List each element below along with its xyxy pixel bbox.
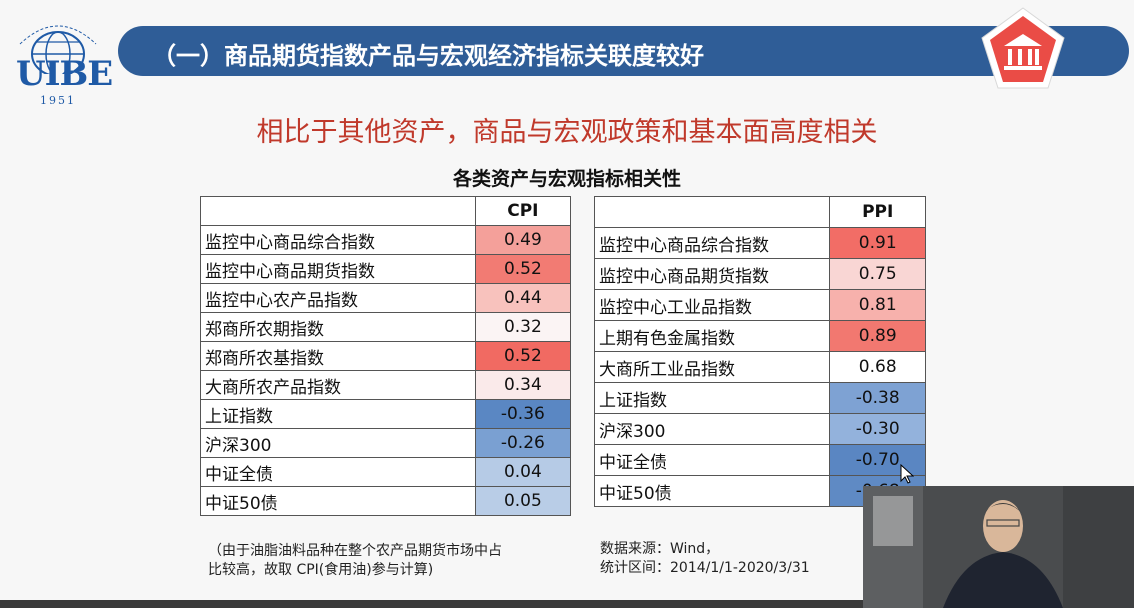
note-left-line: 比较高，故取 CPI(食用油)参与计算) — [208, 562, 434, 578]
asset-name-cell: 上期有色金属指数 — [593, 320, 831, 352]
correlation-value-cell: -0.36 — [474, 399, 572, 429]
presenter-video-icon — [863, 486, 1134, 608]
period-line: 统计区间：2014/1/1-2020/3/31 — [600, 560, 810, 576]
asset-name-cell: 沪深300 — [593, 413, 831, 445]
table-header-blank — [200, 196, 476, 226]
asset-name-cell: 监控中心农产品指数 — [200, 283, 476, 313]
slide-title: （一）商品期货指数产品与宏观经济指标关联度较好 — [152, 42, 704, 70]
correlation-value-cell: -0.38 — [829, 382, 926, 414]
correlation-value-cell: 0.89 — [829, 320, 926, 352]
correlation-value-cell: 0.81 — [829, 289, 926, 321]
cpi-table: CPI 监控中心商品综合指数 0.49 监控中心商品期货指数 0.52 监控中心农产品指… — [200, 196, 572, 516]
table-row: 大商所工业品指数 0.68 — [593, 351, 926, 383]
table-row: 上期有色金属指数 0.89 — [593, 320, 926, 352]
correlation-value-cell: 0.05 — [474, 486, 572, 516]
table-row: 监控中心商品期货指数 0.75 — [593, 258, 926, 290]
subtitle: 相比于其他资产，商品与宏观政策和基本面高度相关 — [256, 117, 878, 148]
asset-name-cell: 中证全债 — [200, 457, 476, 487]
ppi-table: PPI 监控中心商品综合指数 0.91 监控中心商品期货指数 0.75 监控中心工业品指… — [593, 196, 926, 507]
table-row: 郑商所农期指数 0.32 — [200, 312, 572, 342]
table-row: 监控中心商品综合指数 0.49 — [200, 225, 572, 255]
asset-name-cell: 监控中心商品综合指数 — [200, 225, 476, 255]
table-row: 监控中心农产品指数 0.44 — [200, 283, 572, 313]
table-row: 郑商所农基指数 0.52 — [200, 341, 572, 371]
asset-name-cell: 上证指数 — [200, 399, 476, 429]
table-row: 大商所农产品指数 0.34 — [200, 370, 572, 400]
asset-name-cell: 大商所农产品指数 — [200, 370, 476, 400]
webcam-video — [863, 486, 1134, 608]
correlation-value-cell: 0.32 — [474, 312, 572, 342]
ppi-header: PPI — [829, 196, 926, 228]
table-row: 监控中心工业品指数 0.81 — [593, 289, 926, 321]
correlation-value-cell: 0.04 — [474, 457, 572, 487]
cpi-header: CPI — [474, 196, 572, 226]
table-title: 各类资产与宏观指标相关性 — [452, 168, 681, 190]
correlation-value-cell: -0.30 — [829, 413, 926, 445]
correlation-value-cell: 0.44 — [474, 283, 572, 313]
correlation-value-cell: 0.75 — [829, 258, 926, 290]
correlation-value-cell: 0.91 — [829, 227, 926, 259]
note-left: （由于油脂油料品种在整个农产品期货市场中占 比较高，故取 CPI(食用油)参与计… — [208, 542, 502, 580]
asset-name-cell: 监控中心商品综合指数 — [593, 227, 831, 259]
mouse-cursor-icon — [900, 464, 914, 484]
asset-name-cell: 郑商所农期指数 — [200, 312, 476, 342]
correlation-value-cell: 0.49 — [474, 225, 572, 255]
correlation-value-cell: 0.68 — [829, 351, 926, 383]
table-row: 监控中心商品期货指数 0.52 — [200, 254, 572, 284]
header-banner — [118, 26, 1129, 76]
correlation-value-cell: -0.70 — [829, 444, 926, 476]
asset-name-cell: 沪深300 — [200, 428, 476, 458]
asset-name-cell: 上证指数 — [593, 382, 831, 414]
correlation-value-cell: 0.52 — [474, 254, 572, 284]
table-row: 中证全债 -0.70 — [593, 444, 926, 476]
asset-name-cell: 郑商所农基指数 — [200, 341, 476, 371]
correlation-value-cell: 0.34 — [474, 370, 572, 400]
logo-year: 1951 — [40, 94, 76, 107]
table-row: 上证指数 -0.36 — [200, 399, 572, 429]
uibe-logo: UIBE 1951 — [12, 14, 113, 107]
table-row: 中证50债 0.05 — [200, 486, 572, 516]
note-left-line: （由于油脂油料品种在整个农产品期货市场中占 — [208, 543, 502, 559]
table-row: 上证指数 -0.38 — [593, 382, 926, 414]
building-icon — [981, 7, 1065, 89]
table-row: 监控中心商品综合指数 0.91 — [593, 227, 926, 259]
bottom-strip — [0, 600, 1134, 608]
table-row: 中证全债 0.04 — [200, 457, 572, 487]
table-row: 沪深300 -0.30 — [593, 413, 926, 445]
correlation-value-cell: -0.26 — [474, 428, 572, 458]
table-header-row: PPI — [593, 196, 926, 228]
asset-name-cell: 监控中心工业品指数 — [593, 289, 831, 321]
asset-name-cell: 监控中心商品期货指数 — [593, 258, 831, 290]
table-header-row: CPI — [200, 196, 572, 226]
asset-name-cell: 中证50债 — [593, 475, 831, 507]
asset-name-cell: 中证50债 — [200, 486, 476, 516]
correlation-value-cell: 0.52 — [474, 341, 572, 371]
logo-text: UIBE — [16, 54, 113, 94]
asset-name-cell: 大商所工业品指数 — [593, 351, 831, 383]
source-line: 数据来源：Wind， — [600, 541, 720, 557]
source-note: 数据来源：Wind， 统计区间：2014/1/1-2020/3/31 — [600, 540, 810, 578]
table-header-blank — [593, 196, 831, 228]
asset-name-cell: 中证全债 — [593, 444, 831, 476]
asset-name-cell: 监控中心商品期货指数 — [200, 254, 476, 284]
table-row: 沪深300 -0.26 — [200, 428, 572, 458]
